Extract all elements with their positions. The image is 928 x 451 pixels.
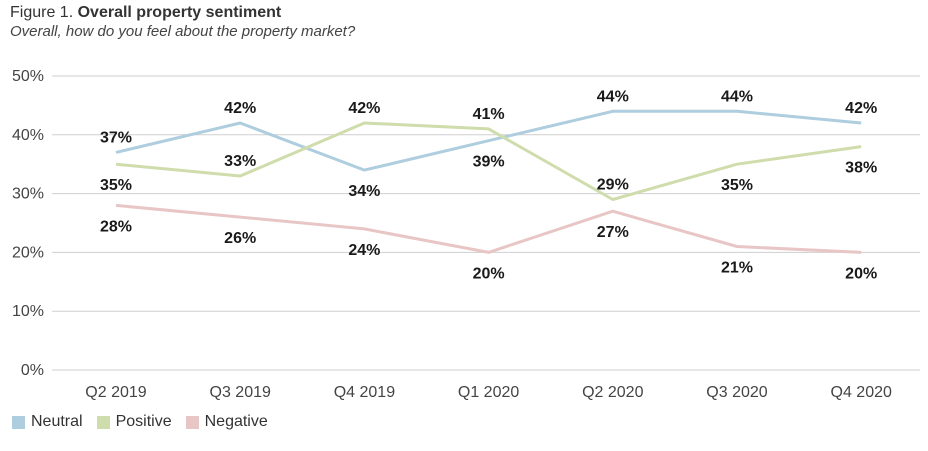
figure-number: Figure 1. — [10, 4, 74, 21]
data-label-positive: 29% — [597, 176, 629, 193]
x-tick-label: Q2 2020 — [582, 384, 643, 401]
data-label-neutral: 44% — [721, 88, 753, 105]
legend-item-neutral: Neutral — [12, 413, 83, 431]
y-tick-label: 10% — [12, 303, 44, 320]
chart-subtitle: Overall, how do you feel about the prope… — [10, 23, 356, 40]
x-tick-label: Q3 2020 — [706, 384, 767, 401]
data-label-neutral: 39% — [473, 154, 505, 171]
y-tick-label: 40% — [12, 127, 44, 144]
data-label-neutral: 42% — [845, 100, 877, 117]
x-tick-label: Q4 2019 — [334, 384, 395, 401]
legend: Neutral Positive Negative — [12, 413, 268, 431]
data-label-neutral: 34% — [348, 183, 380, 200]
x-tick-label: Q1 2020 — [458, 384, 519, 401]
y-tick-label: 0% — [21, 362, 44, 379]
x-tick-label: Q4 2020 — [831, 384, 892, 401]
data-label-negative: 28% — [100, 218, 132, 235]
series-line-neutral — [115, 109, 862, 172]
chart-title: Figure 1. Overall property sentiment — [10, 4, 281, 22]
y-tick-label: 30% — [12, 186, 44, 203]
data-label-neutral: 42% — [224, 100, 256, 117]
data-label-neutral: 44% — [597, 88, 629, 105]
data-label-negative: 21% — [721, 260, 753, 277]
legend-swatch-negative — [185, 415, 199, 429]
data-label-positive: 33% — [224, 153, 256, 170]
legend-swatch-neutral — [12, 415, 25, 429]
legend-label-positive: Positive — [115, 413, 172, 430]
data-label-negative: 20% — [845, 265, 877, 282]
series-line-negative — [115, 203, 862, 254]
data-label-positive: 42% — [348, 100, 380, 117]
data-label-positive: 41% — [473, 106, 505, 123]
figure-title: Overall property sentiment — [77, 4, 282, 21]
data-label-negative: 27% — [597, 224, 629, 241]
y-tick-label: 20% — [12, 244, 44, 261]
series-line-positive — [115, 121, 862, 201]
legend-swatch-positive — [96, 415, 110, 429]
data-label-negative: 24% — [348, 242, 380, 259]
data-label-negative: 20% — [473, 265, 505, 282]
x-tick-label: Q2 2019 — [85, 384, 146, 401]
data-label-positive: 38% — [845, 160, 877, 177]
y-tick-label: 50% — [12, 68, 44, 85]
legend-item-positive: Positive — [96, 413, 172, 431]
data-label-positive: 35% — [721, 177, 753, 194]
legend-label-negative: Negative — [204, 413, 268, 430]
legend-item-negative: Negative — [185, 413, 268, 431]
legend-label-neutral: Neutral — [31, 413, 83, 430]
x-tick-label: Q3 2019 — [210, 384, 271, 401]
data-label-negative: 26% — [224, 230, 256, 247]
data-label-positive: 35% — [100, 177, 132, 194]
data-label-neutral: 37% — [100, 129, 132, 146]
